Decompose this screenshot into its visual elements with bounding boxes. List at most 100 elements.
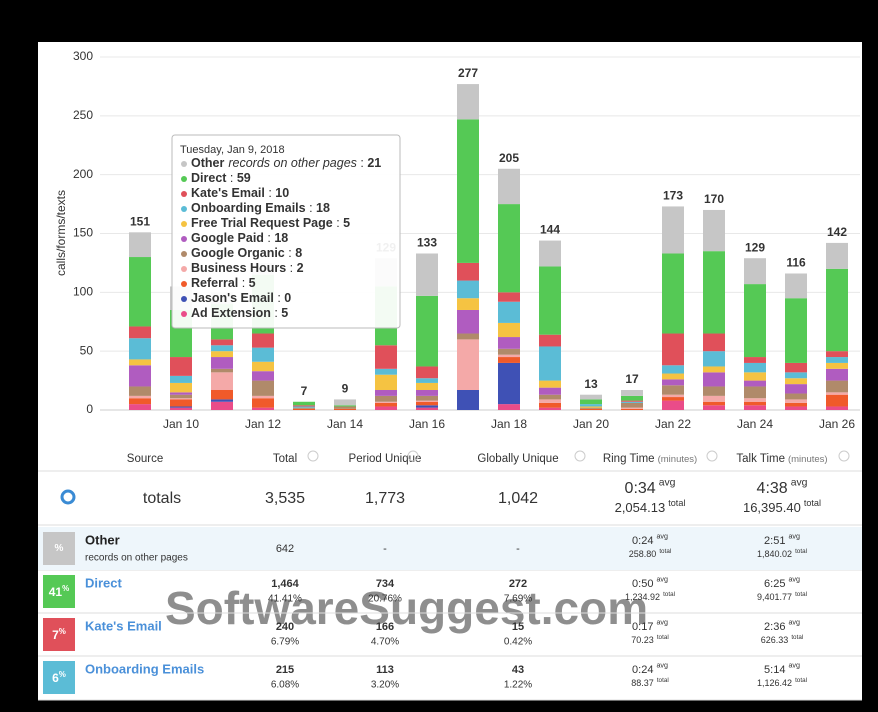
bar-segment [826,357,848,363]
bar-segment [129,386,151,396]
avg-value: 4:38 [757,480,788,497]
bar-segment [129,232,151,258]
x-tick-label: Jan 22 [655,417,691,431]
bar-segment [211,401,233,410]
tooltip-bullet [181,191,187,197]
time-avg: 4:38 avg [757,477,808,497]
separator: : [264,231,274,245]
tooltip-bullet [181,176,187,182]
bar-segment [416,382,438,390]
tooltip-bullet [181,296,187,302]
bar-segment [744,362,766,373]
bar-segment [703,405,725,410]
avg-label: avg [656,575,668,583]
cell-value: 215 [276,664,294,676]
series-value: 8 [295,246,302,260]
bar-segment [129,257,151,327]
time-avg: 5:14 avg [764,661,800,675]
bar-segment [293,407,315,409]
bar-segment [703,401,725,406]
sort-icon [838,450,850,462]
avg-label: avg [656,661,668,669]
separator: : [333,216,343,230]
source-name[interactable]: Onboarding Emails [85,661,204,676]
tooltip-item: Onboarding Emails : 18 [191,201,330,215]
avg-label: avg [788,618,800,626]
bar-segment [744,284,766,358]
avg-value: 0:17 [632,621,653,633]
tooltip-bullet [181,206,187,212]
bar-segment [498,354,520,358]
bar-segment [826,242,848,269]
separator: : [286,261,296,275]
badge-text: 6% [52,670,66,685]
bar-segment [416,389,438,396]
time-avg: 0:50 avg [632,575,668,589]
tooltip-item: Direct : 59 [191,171,251,185]
bar-segment [416,395,438,401]
sort-icon [706,450,718,462]
bar-segment [416,405,438,408]
series-value: 21 [367,156,381,170]
tooltip-bullet [181,281,187,287]
series-name: Onboarding Emails [191,201,306,215]
avg-label: avg [791,477,808,488]
time-total: 70.23 total [631,634,668,645]
avg-value: 2:36 [764,621,785,633]
series-name: Google Paid [191,231,264,245]
bar-segment [498,404,520,410]
header-unit: (minutes) [788,454,828,465]
y-axis-label: calls/forms/texts [54,190,68,276]
bar-total-label: 7 [301,384,308,398]
bar-segment [662,394,684,398]
bar-segment [580,394,602,400]
bar-segment [498,357,520,363]
bar-segment [580,408,602,410]
tooltip-item: Kate's Email : 10 [191,186,289,200]
bar-segment [785,399,807,403]
bar-segment [662,385,684,395]
bar-segment [539,387,561,395]
bar-segment [539,407,561,410]
tooltip-bullet [181,161,187,167]
badge-value: 6 [52,671,59,685]
cell-value: 15 [512,621,524,633]
bar-segment [785,402,807,407]
bar-segment [375,395,397,402]
bar-segment [785,273,807,299]
total-label: total [657,677,669,684]
time-total: 9,401.77 total [757,591,807,602]
series-value: 0 [284,291,291,305]
total-label: total [804,498,821,508]
bar-segment [375,374,397,390]
cell-pct: 6.08% [271,680,299,691]
total-label: total [659,548,671,555]
settings-gear [60,489,76,505]
source-name[interactable]: Direct [85,575,123,590]
bar-segment [375,402,397,407]
x-tick-label: Jan 20 [573,417,609,431]
badge [43,532,75,565]
time-total: 1,234.92 total [625,591,675,602]
avg-label: avg [656,532,668,540]
series-value: 5 [249,276,256,290]
bar-segment [498,337,520,349]
avg-value: 5:14 [764,664,785,676]
bar-segment [744,380,766,387]
bar-segment [457,333,479,340]
bar-segment [457,339,479,390]
bar-segment [621,402,643,408]
y-tick-label: 100 [73,285,93,299]
bar-segment [211,345,233,352]
bar-segment [129,359,151,366]
bar-segment [334,408,356,410]
tooltip-item: Free Trial Request Page : 5 [191,216,350,230]
series-name: Jason's Email [191,291,274,305]
bar-segment [252,395,274,399]
bar-segment [703,366,725,373]
source-name[interactable]: Kate's Email [85,618,162,633]
y-tick-label: 300 [73,49,93,63]
header-label: Ring Time [603,453,655,465]
bar-segment [826,392,848,395]
